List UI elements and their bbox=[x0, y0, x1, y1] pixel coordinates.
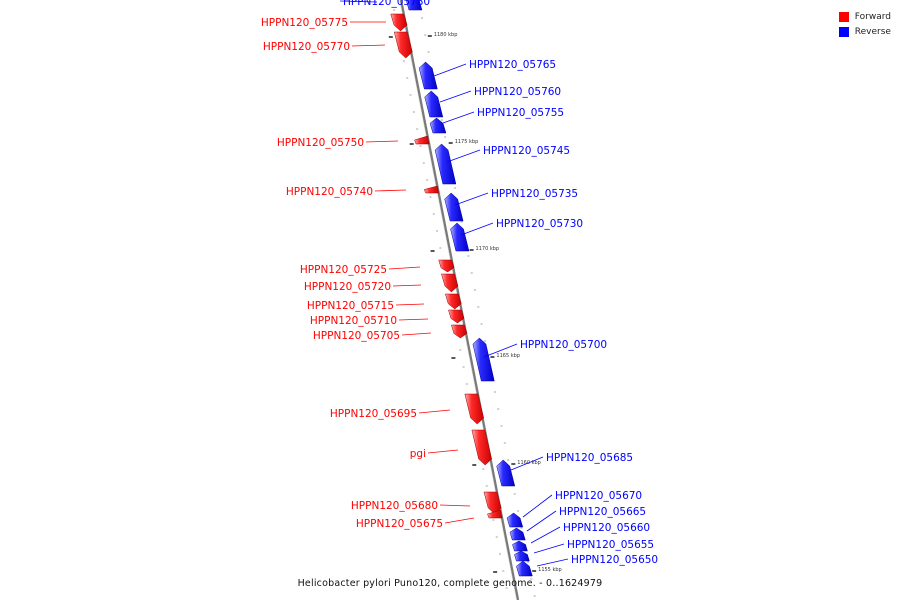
leader-line bbox=[433, 63, 467, 77]
gene-feature-hppn120_05725[interactable] bbox=[438, 259, 455, 273]
gene-label-hppn120_05665[interactable]: HPPN120_05665 bbox=[559, 506, 646, 518]
gene-feature-hppn120_05740[interactable] bbox=[423, 185, 439, 194]
gene-label-hppn120_05745[interactable]: HPPN120_05745 bbox=[483, 145, 570, 157]
gene-label-hppn120_05695[interactable]: HPPN120_05695 bbox=[330, 408, 417, 420]
map-caption: Helicobacter pylori Puno120, complete ge… bbox=[297, 578, 603, 589]
gene-label-hppn120_05720[interactable]: HPPN120_05720 bbox=[304, 281, 391, 293]
gene-label-hppn120_05730[interactable]: HPPN120_05730 bbox=[496, 218, 583, 230]
gene-feature-hppn120_05765[interactable] bbox=[418, 61, 438, 90]
gene-label-hppn120_05735[interactable]: HPPN120_05735 bbox=[491, 188, 578, 200]
gene-label-hppn120_05660[interactable]: HPPN120_05660 bbox=[563, 522, 650, 534]
leader-line bbox=[442, 111, 475, 124]
gene-feature-hppn120_05755[interactable] bbox=[429, 117, 447, 134]
gene-feature-hppn120_05735[interactable] bbox=[444, 192, 464, 222]
gene-feature-hppn120_05705[interactable] bbox=[451, 324, 468, 339]
gene-feature-hppn120_05665[interactable] bbox=[509, 527, 526, 541]
gene-feature-hppn120_05700[interactable] bbox=[472, 337, 495, 382]
scale-tick-label: 1170 kbp bbox=[476, 246, 500, 252]
leader-line bbox=[510, 456, 544, 471]
gene-label-hppn120_05770[interactable]: HPPN120_05770 bbox=[263, 41, 350, 53]
gene-label-hppn120_05750[interactable]: HPPN120_05750 bbox=[277, 137, 364, 149]
leader-line bbox=[398, 318, 429, 321]
gene-label-hppn120_05710[interactable]: HPPN120_05710 bbox=[310, 315, 397, 327]
gene-label-hppn120_05680[interactable]: HPPN120_05680 bbox=[351, 500, 438, 512]
gene-feature-hppn120_05770[interactable] bbox=[393, 31, 413, 59]
leader-line bbox=[533, 543, 565, 554]
gene-feature-hppn120_05675[interactable] bbox=[487, 509, 503, 519]
gene-feature-hppn120_05760[interactable] bbox=[424, 90, 444, 118]
legend-item-reverse: Reverse bbox=[838, 24, 891, 39]
leader-line bbox=[395, 303, 425, 306]
gene-label-hppn120_05725[interactable]: HPPN120_05725 bbox=[300, 264, 387, 276]
reverse-swatch bbox=[838, 26, 849, 37]
gene-feature-hppn120_05750[interactable] bbox=[414, 135, 430, 145]
leader-line bbox=[526, 510, 557, 532]
gene-label-hppn120_05765[interactable]: HPPN120_05765 bbox=[469, 59, 556, 71]
leader-line bbox=[483, 343, 518, 358]
gene-feature-pgi[interactable] bbox=[471, 429, 492, 466]
gene-label-hppn120_05715[interactable]: HPPN120_05715 bbox=[307, 300, 394, 312]
scale-tick-label: 1165 kbp bbox=[496, 353, 520, 359]
gene-feature-hppn120_05695[interactable] bbox=[464, 393, 484, 425]
gene-feature-hppn120_05745[interactable] bbox=[434, 143, 457, 185]
leader-line bbox=[460, 222, 494, 236]
leader-line bbox=[388, 266, 421, 270]
leader-line bbox=[446, 149, 481, 163]
gene-feature-hppn120_05730[interactable] bbox=[450, 222, 470, 252]
scale-tick-label: 1155 kbp bbox=[538, 567, 562, 573]
gene-feature-hppn120_05660[interactable] bbox=[512, 540, 528, 552]
gene-label-hppn120_05755[interactable]: HPPN120_05755 bbox=[477, 107, 564, 119]
leader-line bbox=[530, 526, 561, 544]
gene-feature-hppn120_05685[interactable] bbox=[496, 459, 516, 487]
gene-label-hppn120_05685[interactable]: HPPN120_05685 bbox=[546, 452, 633, 464]
gene-feature-hppn120_05655[interactable] bbox=[514, 550, 530, 562]
gene-feature-hppn120_05650[interactable] bbox=[516, 560, 533, 577]
gene-feature-hppn120_05710[interactable] bbox=[448, 309, 465, 324]
gene-label-hppn120_05775[interactable]: HPPN120_05775 bbox=[261, 17, 348, 29]
leader-line bbox=[351, 44, 386, 47]
scale-tick-label: 1180 kbp bbox=[434, 32, 458, 38]
leader-line bbox=[418, 409, 451, 414]
leader-line bbox=[536, 558, 569, 567]
leader-line bbox=[365, 140, 399, 143]
gene-label-hppn120_05740[interactable]: HPPN120_05740 bbox=[286, 186, 373, 198]
gene-label-pgi[interactable]: pgi bbox=[410, 448, 426, 460]
gene-label-hppn120_05700[interactable]: HPPN120_05700 bbox=[520, 339, 607, 351]
gene-label-hppn120_05780[interactable]: HPPN120_05780 bbox=[343, 0, 430, 8]
gene-label-hppn120_05670[interactable]: HPPN120_05670 bbox=[555, 490, 642, 502]
legend-label-reverse: Reverse bbox=[854, 26, 891, 37]
leader-line bbox=[444, 517, 475, 524]
gene-feature-hppn120_05715[interactable] bbox=[444, 293, 462, 310]
legend-label-forward: Forward bbox=[854, 11, 891, 22]
leader-line bbox=[392, 284, 422, 287]
gene-label-hppn120_05655[interactable]: HPPN120_05655 bbox=[567, 539, 654, 551]
gene-feature-hppn120_05720[interactable] bbox=[441, 273, 459, 293]
leader-line bbox=[427, 449, 459, 454]
forward-swatch bbox=[838, 11, 849, 22]
gene-label-hppn120_05650[interactable]: HPPN120_05650 bbox=[571, 554, 658, 566]
leader-line bbox=[374, 189, 407, 192]
gene-feature-hppn120_05670[interactable] bbox=[506, 512, 524, 528]
leader-line bbox=[401, 332, 432, 336]
leader-line bbox=[439, 504, 471, 507]
scale-tick-label: 1175 kbp bbox=[455, 139, 479, 145]
leader-line bbox=[454, 192, 489, 206]
gene-label-hppn120_05760[interactable]: HPPN120_05760 bbox=[474, 86, 561, 98]
leader-line bbox=[339, 0, 378, 3]
gene-feature-hppn120_05775[interactable] bbox=[390, 13, 408, 32]
gene-label-hppn120_05675[interactable]: HPPN120_05675 bbox=[356, 518, 443, 530]
legend: Forward Reverse bbox=[838, 9, 891, 39]
leader-line bbox=[522, 494, 553, 518]
gene-label-hppn120_05705[interactable]: HPPN120_05705 bbox=[313, 330, 400, 342]
gene-feature-hppn120_05780[interactable] bbox=[405, 0, 423, 11]
legend-item-forward: Forward bbox=[838, 9, 891, 24]
leader-line bbox=[439, 90, 472, 103]
